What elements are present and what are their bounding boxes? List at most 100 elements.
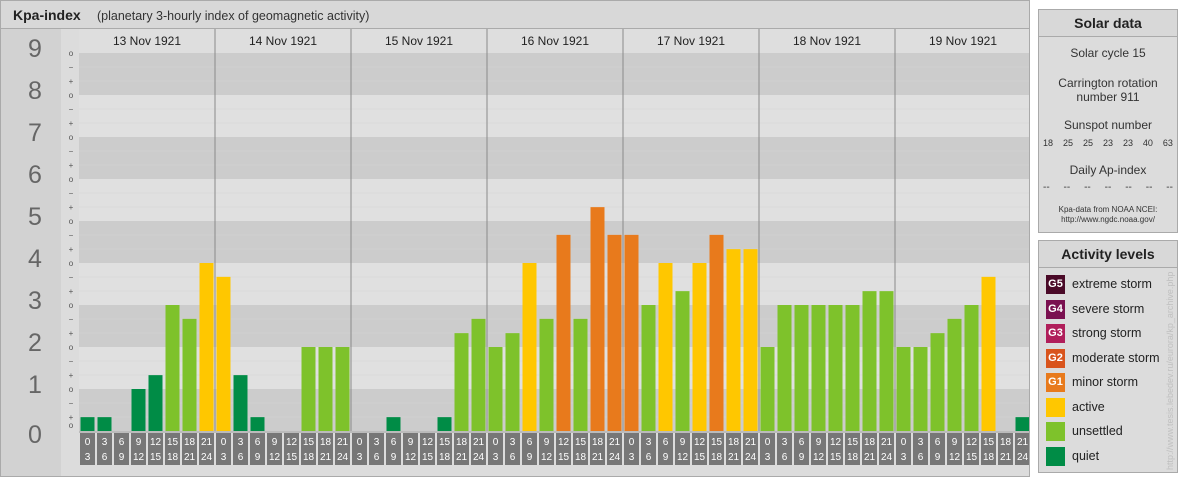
- legend-label: quiet: [1072, 448, 1100, 463]
- kp-bar: [488, 347, 503, 431]
- interval-start-label: 9: [680, 437, 686, 448]
- kp-bar: [760, 347, 775, 431]
- day-label: 18 Nov 1921: [793, 34, 861, 48]
- interval-end-label: 18: [167, 452, 179, 463]
- interval-cell: [182, 433, 197, 465]
- interval-cell: [454, 433, 469, 465]
- interval-start-label: 9: [952, 437, 958, 448]
- day-label: 16 Nov 1921: [521, 34, 589, 48]
- kp-bar: [216, 276, 231, 431]
- level-band: [79, 53, 1029, 95]
- interval-start-label: 3: [238, 437, 244, 448]
- interval-start-label: 18: [456, 437, 468, 448]
- sub-tick-label: +: [69, 203, 74, 212]
- interval-cell: [386, 433, 401, 465]
- interval-cell: [981, 433, 996, 465]
- kp-bar: [556, 234, 571, 431]
- legend-item: unsettled: [1046, 421, 1123, 442]
- sub-tick-label: −: [69, 315, 74, 324]
- interval-end-label: 18: [983, 452, 995, 463]
- interval-end-label: 21: [864, 452, 876, 463]
- y-tick-label: 5: [28, 203, 42, 231]
- legend-label: severe storm: [1072, 301, 1145, 316]
- legend-item: G2 moderate storm: [1046, 348, 1160, 368]
- sub-tick-label: −: [69, 189, 74, 198]
- interval-start-label: 21: [881, 437, 893, 448]
- interval-cell: [845, 433, 860, 465]
- kp-bar: [182, 318, 197, 431]
- interval-cell: [97, 433, 112, 465]
- interval-cell: [403, 433, 418, 465]
- day-label: 17 Nov 1921: [657, 34, 725, 48]
- legend-item: G3 strong storm: [1046, 323, 1141, 344]
- ap-value: --: [1043, 182, 1050, 193]
- kp-bar: [658, 263, 673, 431]
- sub-tick-label: o: [69, 133, 74, 142]
- legend-swatch: G2: [1046, 348, 1065, 368]
- sub-tick-label: o: [69, 421, 74, 430]
- legend-item: quiet: [1046, 446, 1099, 466]
- interval-cell: [828, 433, 843, 465]
- interval-end-label: 3: [493, 452, 499, 463]
- legend-swatch: G1: [1046, 373, 1065, 393]
- source-link[interactable]: http://www.ngdc.noaa.gov/: [1061, 215, 1155, 224]
- interval-end-label: 21: [184, 452, 196, 463]
- ap-value: --: [1145, 182, 1153, 193]
- interval-cell: [658, 433, 673, 465]
- interval-start-label: 6: [255, 437, 261, 448]
- kp-bar: [233, 375, 248, 431]
- interval-cell: [947, 433, 962, 465]
- sub-tick-label: −: [69, 105, 74, 114]
- interval-end-label: 21: [728, 452, 740, 463]
- interval-start-label: 0: [765, 437, 771, 448]
- interval-cell: [267, 433, 282, 465]
- interval-end-label: 18: [439, 452, 451, 463]
- sub-tick-label: −: [69, 63, 74, 72]
- interval-end-label: 15: [966, 452, 978, 463]
- interval-end-label: 9: [663, 452, 669, 463]
- interval-cell: [624, 433, 639, 465]
- interval-start-label: 6: [119, 437, 125, 448]
- interval-cell: [726, 433, 741, 465]
- interval-end-label: 24: [337, 452, 349, 463]
- interval-end-label: 6: [374, 452, 380, 463]
- interval-start-label: 0: [901, 437, 907, 448]
- interval-start-label: 12: [286, 437, 298, 448]
- legend-swatch: [1046, 446, 1065, 466]
- interval-start-label: 12: [694, 437, 706, 448]
- interval-cell: [165, 433, 180, 465]
- interval-start-label: 18: [184, 437, 196, 448]
- ap-value: --: [1063, 182, 1071, 193]
- y-tick-label: 0: [28, 421, 42, 449]
- kp-bar: [335, 347, 350, 431]
- interval-end-label: 15: [694, 452, 706, 463]
- sunspot-values: 18 25 25 23 23 40 63: [1043, 138, 1173, 148]
- interval-end-label: 24: [609, 452, 621, 463]
- interval-cell: [216, 433, 231, 465]
- interval-start-label: 9: [816, 437, 822, 448]
- sub-tick-label: +: [69, 329, 74, 338]
- sub-tick-label: −: [69, 231, 74, 240]
- sunspot-value: 25: [1062, 138, 1073, 148]
- kp-bar: [471, 318, 486, 431]
- interval-cell: [743, 433, 758, 465]
- interval-start-label: 6: [391, 437, 397, 448]
- chart-header: Kpa-index (planetary 3-hourly index of g…: [1, 1, 1029, 29]
- interval-cell: [1015, 433, 1029, 465]
- kp-bar: [726, 249, 741, 431]
- interval-cell: [250, 433, 265, 465]
- interval-end-label: 21: [592, 452, 604, 463]
- sub-tick-label: o: [69, 343, 74, 352]
- interval-cell: [437, 433, 452, 465]
- interval-start-label: 18: [592, 437, 604, 448]
- credit-url: http://www.tesis.lebedev.ru/eurora/kp_ar…: [1165, 271, 1175, 470]
- carrington-line2: number 911: [1076, 90, 1140, 104]
- kpa-chart-panel: Kpa-index (planetary 3-hourly index of g…: [0, 0, 1030, 477]
- interval-start-label: 0: [629, 437, 635, 448]
- kp-bar: [913, 347, 928, 431]
- sub-tick-label: −: [69, 399, 74, 408]
- sub-tick-label: −: [69, 273, 74, 282]
- interval-cell: [709, 433, 724, 465]
- sunspot-value: 63: [1162, 138, 1173, 148]
- interval-start-label: 15: [439, 437, 451, 448]
